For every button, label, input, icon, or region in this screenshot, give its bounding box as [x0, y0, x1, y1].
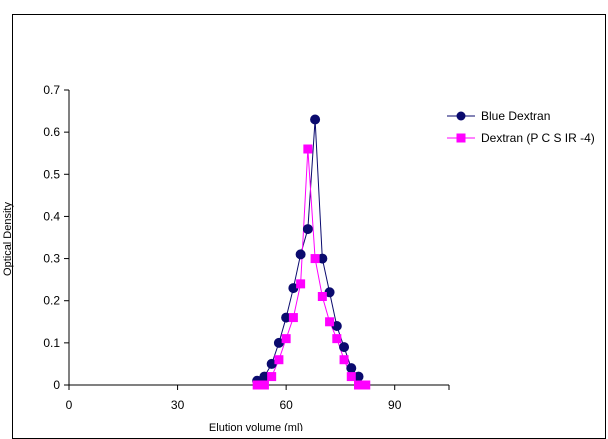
y-tick-label: 0.2 [43, 294, 60, 308]
series-2-point [296, 279, 306, 289]
x-tick-label: 0 [66, 398, 73, 412]
series-2-point [332, 334, 342, 344]
series-1-point [295, 249, 306, 260]
series-2-point [303, 144, 313, 154]
series-lines [256, 119, 366, 386]
y-axis-title: Optical Density [2, 202, 14, 276]
series-2-point [310, 254, 320, 264]
legend: Blue Dextran Dextran (P C S IR -4) [447, 109, 595, 145]
series-2-point [325, 317, 335, 327]
series-2-point [339, 355, 349, 365]
series-1-point [310, 114, 321, 125]
series-2-point [281, 334, 291, 344]
series-2-point [361, 380, 371, 390]
series-line-1 [256, 119, 359, 382]
series-2-point [267, 372, 277, 382]
y-tick-label: 0.3 [43, 252, 60, 266]
plot-area: 0 0.1 0.2 0.3 0.4 0.5 0.6 0.7 0 30 60 90 [43, 83, 450, 412]
series-2-point [346, 372, 356, 382]
series-1-point [339, 342, 350, 353]
legend-label-2: Dextran (P C S IR -4) [481, 131, 595, 145]
series-line-2 [257, 148, 366, 386]
legend-marker-1 [456, 111, 466, 121]
series-2-point [317, 292, 327, 301]
series-2-point [354, 380, 364, 390]
x-ticks: 0 30 60 90 [66, 385, 450, 412]
series-1-point [302, 224, 313, 235]
y-tick-label: 0.7 [43, 83, 60, 97]
x-tick-label: 30 [171, 398, 185, 412]
y-tick-label: 0 [53, 378, 60, 392]
series-2-point [252, 380, 262, 390]
x-tick-label: 90 [388, 398, 402, 412]
y-tick-label: 0.5 [43, 167, 60, 181]
series-2-point [274, 355, 284, 365]
x-axis-title: Elution volume (ml) [209, 422, 303, 431]
legend-marker-2 [456, 133, 466, 143]
y-tick-label: 0.1 [43, 336, 60, 350]
series-2-point [288, 313, 298, 323]
y-ticks: 0 0.1 0.2 0.3 0.4 0.5 0.6 0.7 [43, 83, 69, 392]
y-tick-label: 0.6 [43, 125, 60, 139]
x-tick-label: 60 [279, 398, 293, 412]
legend-label-1: Blue Dextran [481, 109, 550, 123]
series-2-point [259, 380, 269, 390]
series-1-point [346, 363, 357, 374]
series-markers [252, 114, 371, 390]
y-tick-label: 0.4 [43, 209, 60, 223]
